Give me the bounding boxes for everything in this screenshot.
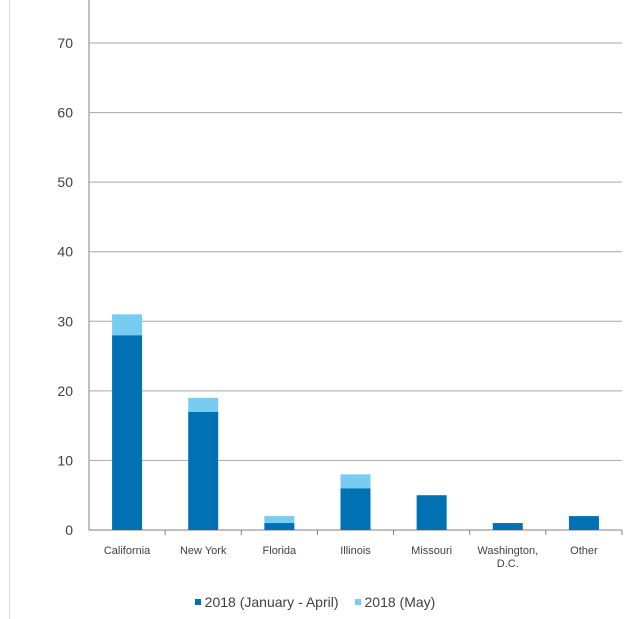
x-tick-label: New York <box>180 545 227 557</box>
x-tick-label: Washington, D.C. <box>477 545 538 570</box>
legend-label-series-1: 2018 (January - April) <box>204 594 339 610</box>
bar-series-2-0 <box>112 314 143 336</box>
bar-series-1-2 <box>264 523 295 530</box>
x-tick-labels: California New York Florida Illinois Missour… <box>104 545 598 570</box>
legend-swatch-series-2 <box>354 599 361 605</box>
legend-label-series-2: 2018 (May) <box>364 594 436 610</box>
bar-series-1-6 <box>568 516 599 530</box>
bar-series-2-1 <box>188 397 219 412</box>
legend: 2018 (January - April) 2018 (May) <box>0 594 630 610</box>
x-tick-label: California <box>104 545 151 557</box>
y-tick-label: 40 <box>57 244 73 260</box>
x-tick-label: Illinois <box>340 545 371 557</box>
y-tick-label: 30 <box>57 313 73 329</box>
bar-series-1-4 <box>416 495 447 530</box>
y-tick-label: 10 <box>57 452 73 468</box>
stacked-bar-chart: 0 10 20 30 40 50 60 70 California New York Florid… <box>57 0 623 570</box>
bar-series-1-0 <box>112 335 143 530</box>
y-tick-label: 20 <box>57 383 73 399</box>
y-tick-label: 60 <box>57 105 73 121</box>
bar-series-2-2 <box>264 516 295 524</box>
legend-item-series-1: 2018 (January - April) <box>194 594 339 610</box>
bar-series-1-3 <box>340 488 371 530</box>
y-tick-labels: 0 10 20 30 40 50 60 70 <box>57 35 73 538</box>
x-tick-label: Missouri <box>411 545 452 557</box>
page-left-border <box>9 0 10 619</box>
x-tick-label: Florida <box>263 545 298 557</box>
y-tick-label: 0 <box>65 522 73 538</box>
legend-swatch-series-1 <box>194 599 201 605</box>
bar-series-1-1 <box>188 411 219 530</box>
legend-item-series-2: 2018 (May) <box>354 594 436 610</box>
bars <box>112 314 599 530</box>
bar-series-1-5 <box>492 523 523 530</box>
x-tick-label: Other <box>570 545 598 557</box>
gridlines <box>89 42 623 535</box>
y-tick-label: 50 <box>57 174 73 190</box>
y-tick-label: 70 <box>57 35 73 51</box>
bar-series-2-3 <box>340 474 371 489</box>
